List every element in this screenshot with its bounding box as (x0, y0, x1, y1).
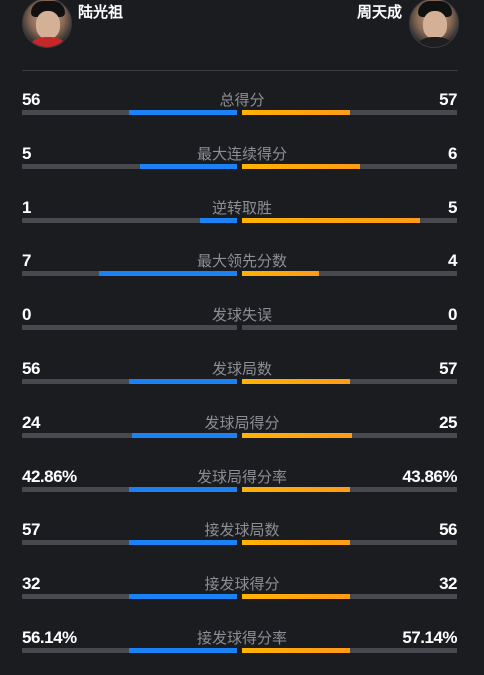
stat-row: 7 最大领先分数 4 (0, 251, 484, 291)
stat-label: 发球失误 (211, 306, 272, 324)
stat-label: 发球局得分率 (196, 468, 287, 486)
stat-left-value: 42.86% (22, 467, 77, 486)
stat-left-bar (22, 487, 237, 492)
stat-label: 最大领先分数 (196, 252, 287, 270)
stat-row: 32 接发球得分 32 (0, 574, 484, 614)
stat-left-bar (22, 540, 237, 545)
stat-left-value: 24 (22, 413, 40, 432)
stat-right-bar (242, 271, 457, 276)
stat-row: 5 最大连续得分 6 (0, 144, 484, 184)
stat-right-bar (242, 325, 457, 330)
stat-label: 发球局得分 (204, 414, 280, 432)
stat-right-fill (242, 110, 350, 115)
stat-right-value: 32 (439, 574, 457, 593)
stat-right-bar (242, 218, 457, 223)
stat-label: 发球局数 (211, 360, 272, 378)
stat-left-bar (22, 648, 237, 653)
stat-right-value: 43.86% (402, 467, 457, 486)
match-header: 陆光祖 周天成 (0, 0, 484, 72)
stat-left-fill (99, 271, 237, 276)
stat-right-fill (242, 487, 350, 492)
stat-row: 56 发球局数 57 (0, 359, 484, 399)
stat-row: 42.86% 发球局得分率 43.86% (0, 467, 484, 507)
stat-right-fill (242, 379, 350, 384)
player-right-name[interactable]: 周天成 (356, 3, 402, 21)
stat-right-fill (242, 594, 350, 599)
stat-left-fill (129, 648, 237, 653)
stat-right-value: 4 (448, 251, 457, 270)
stat-left-bar (22, 110, 237, 115)
stat-left-bar (22, 271, 237, 276)
stat-left-fill (140, 164, 237, 169)
stat-left-fill (129, 110, 237, 115)
stat-label: 逆转取胜 (211, 199, 272, 217)
stat-left-value: 56 (22, 90, 40, 109)
stat-right-fill (242, 164, 360, 169)
stat-right-value: 5 (448, 198, 457, 217)
header-divider (22, 70, 458, 71)
stat-left-value: 1 (22, 198, 31, 217)
stat-row: 56 总得分 57 (0, 90, 484, 130)
player-left-name[interactable]: 陆光祖 (78, 3, 124, 21)
player-right-avatar[interactable] (409, 0, 459, 48)
stat-label: 总得分 (219, 91, 265, 109)
stat-left-bar (22, 594, 237, 599)
player-left-avatar[interactable] (22, 0, 72, 48)
stat-left-bar (22, 433, 237, 438)
stat-left-value: 7 (22, 251, 31, 270)
stat-right-value: 57.14% (402, 628, 457, 647)
stat-left-value: 5 (22, 144, 31, 163)
stat-row: 24 发球局得分 25 (0, 413, 484, 453)
stat-row: 0 发球失误 0 (0, 305, 484, 345)
stat-left-bar (22, 164, 237, 169)
avatar-face (36, 11, 60, 39)
stat-left-value: 56 (22, 359, 40, 378)
stat-left-fill (129, 379, 237, 384)
stat-right-bar (242, 164, 457, 169)
stat-right-bar (242, 110, 457, 115)
stat-row: 57 接发球局数 56 (0, 520, 484, 560)
avatar-shirt (412, 37, 458, 47)
stat-left-value: 56.14% (22, 628, 77, 647)
stat-right-value: 0 (448, 305, 457, 324)
stat-left-fill (132, 433, 237, 438)
stat-left-bar (22, 218, 237, 223)
stat-row: 1 逆转取胜 5 (0, 198, 484, 238)
stat-right-bar (242, 487, 457, 492)
stat-label: 接发球局数 (204, 521, 280, 539)
stat-right-value: 56 (439, 520, 457, 539)
stat-label: 接发球得分 (204, 575, 280, 593)
stat-left-fill (200, 218, 237, 223)
stat-right-value: 57 (439, 90, 457, 109)
stat-left-bar (22, 325, 237, 330)
stat-left-value: 32 (22, 574, 40, 593)
stat-right-bar (242, 379, 457, 384)
stat-label: 接发球得分率 (196, 629, 287, 647)
stat-right-bar (242, 433, 457, 438)
stat-left-bar (22, 379, 237, 384)
stat-right-fill (242, 433, 352, 438)
stat-label: 最大连续得分 (196, 145, 287, 163)
stat-right-bar (242, 594, 457, 599)
stat-right-fill (242, 271, 319, 276)
stat-right-value: 25 (439, 413, 457, 432)
avatar-face (423, 11, 447, 39)
stat-left-fill (129, 487, 237, 492)
stat-right-value: 6 (448, 144, 457, 163)
stat-right-fill (242, 648, 350, 653)
stat-left-fill (129, 594, 237, 599)
stat-right-bar (242, 540, 457, 545)
avatar-shirt (25, 37, 71, 47)
stat-left-value: 0 (22, 305, 31, 324)
stat-right-value: 57 (439, 359, 457, 378)
stat-left-value: 57 (22, 520, 40, 539)
stat-left-fill (129, 540, 237, 545)
stat-right-bar (242, 648, 457, 653)
stat-right-fill (242, 218, 420, 223)
stat-right-fill (242, 540, 350, 545)
stat-row: 56.14% 接发球得分率 57.14% (0, 628, 484, 668)
